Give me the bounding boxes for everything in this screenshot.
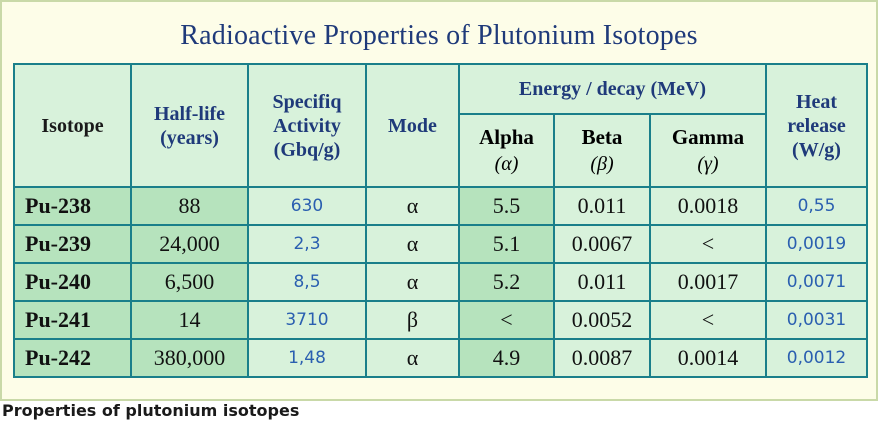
header-beta: Beta (β) (553, 113, 651, 188)
cell-isotope: Pu-238 (13, 186, 132, 226)
cell-mode: β (365, 300, 460, 340)
header-halflife: Half-life (years) (130, 63, 249, 188)
cell-heat: 0,0031 (765, 300, 868, 340)
figure-frame: Radioactive Properties of Plutonium Isot… (0, 0, 878, 401)
cell-gamma: 0.0018 (649, 186, 767, 226)
cell-gamma: 0.0014 (649, 338, 767, 378)
table-title: Radioactive Properties of Plutonium Isot… (180, 20, 698, 51)
cell-alpha: 5.2 (458, 262, 555, 302)
header-alpha: Alpha (α) (458, 113, 555, 188)
cell-gamma: < (649, 224, 767, 264)
header-gamma: Gamma (γ) (649, 113, 767, 188)
isotope-table: Isotope Half-life (years) Specifiq Activit… (13, 63, 868, 378)
table-row: Pu-240 6,500 8,5 α 5.2 0.011 0.0017 0,0071 (13, 262, 868, 302)
cell-activity: 1,48 (247, 338, 367, 378)
header-isotope: Isotope (13, 63, 132, 188)
cell-activity: 3710 (247, 300, 367, 340)
cell-isotope: Pu-240 (13, 262, 132, 302)
cell-beta: 0.0052 (553, 300, 651, 340)
cell-beta: 0.011 (553, 262, 651, 302)
cell-gamma: 0.0017 (649, 262, 767, 302)
cell-halflife: 24,000 (130, 224, 249, 264)
cell-alpha: 5.5 (458, 186, 555, 226)
table-row: Pu-238 88 630 α 5.5 0.011 0.0018 0,55 (13, 186, 868, 226)
cell-heat: 0,0012 (765, 338, 868, 378)
cell-halflife: 6,500 (130, 262, 249, 302)
cell-mode: α (365, 224, 460, 264)
header-heat: Heat release (W/g) (765, 63, 868, 188)
cell-heat: 0,0071 (765, 262, 868, 302)
cell-halflife: 380,000 (130, 338, 249, 378)
cell-gamma: < (649, 300, 767, 340)
cell-alpha: 5.1 (458, 224, 555, 264)
cell-beta: 0.011 (553, 186, 651, 226)
header-energy: Energy / decay (MeV) (458, 63, 767, 115)
cell-beta: 0.0067 (553, 224, 651, 264)
table-row: Pu-239 24,000 2,3 α 5.1 0.0067 <0,0019 (13, 224, 868, 264)
cell-isotope: Pu-242 (13, 338, 132, 378)
cell-isotope: Pu-241 (13, 300, 132, 340)
cell-heat: 0,55 (765, 186, 868, 226)
cell-mode: α (365, 262, 460, 302)
cell-alpha: 4.9 (458, 338, 555, 378)
cell-activity: 630 (247, 186, 367, 226)
cell-halflife: 14 (130, 300, 249, 340)
cell-activity: 2,3 (247, 224, 367, 264)
cell-mode: α (365, 186, 460, 226)
cell-mode: α (365, 338, 460, 378)
table-row: Pu-242 380,000 1,48 α 4.9 0.0087 0.0014 0,0012 (13, 338, 868, 378)
cell-activity: 8,5 (247, 262, 367, 302)
header-mode: Mode (365, 63, 460, 188)
table-row: Pu-241 14 3710 β <0.0052 <0,0031 (13, 300, 868, 340)
cell-alpha: < (458, 300, 555, 340)
header-activity: Specifiq Activity (Gbq/g) (247, 63, 367, 188)
cell-beta: 0.0087 (553, 338, 651, 378)
cell-halflife: 88 (130, 186, 249, 226)
cell-isotope: Pu-239 (13, 224, 132, 264)
cell-heat: 0,0019 (765, 224, 868, 264)
figure-caption: Properties of plutonium isotopes (2, 401, 300, 420)
